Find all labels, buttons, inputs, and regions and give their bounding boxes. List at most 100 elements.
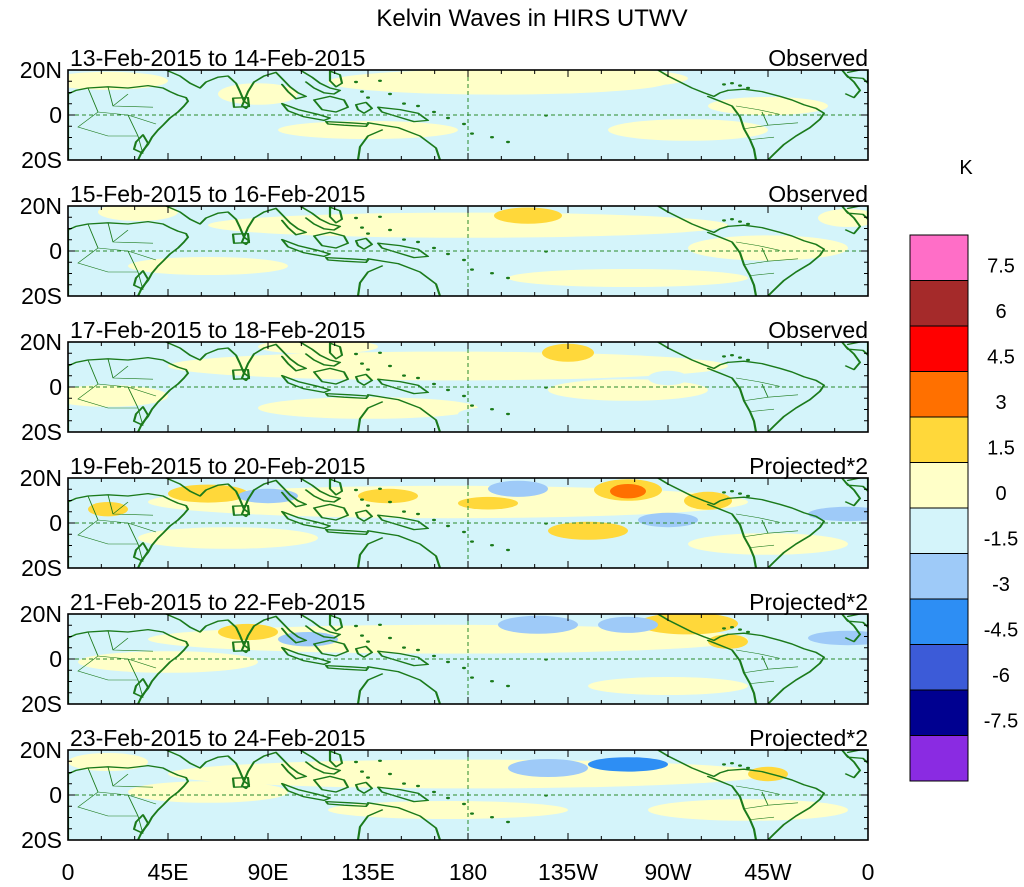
anomaly-contour <box>78 651 258 673</box>
figure-title: Kelvin Waves in HIRS UTWV <box>376 5 687 32</box>
x-tick-label: 135E <box>341 859 395 885</box>
colorbar-level-label: -6 <box>992 665 1010 687</box>
colorbar-unit-label: K <box>959 157 973 179</box>
x-tick-label: 45E <box>148 859 189 885</box>
anomaly-contour <box>508 759 588 777</box>
panel-6: 23-Feb-2015 to 24-Feb-2015 Projected*2 20N… <box>20 725 869 853</box>
colorbar-level-label: 4.5 <box>987 347 1015 369</box>
panel-ticks <box>67 749 869 841</box>
colorbar-level-label: 1.5 <box>987 438 1015 460</box>
colorbar-swatch <box>909 507 969 554</box>
panel-mode-label: Projected*2 <box>749 453 868 479</box>
y-tick-label: 20S <box>21 147 62 173</box>
anomaly-contour <box>218 623 278 641</box>
panel-date-range: 17-Feb-2015 to 18-Feb-2015 <box>70 317 365 343</box>
anomaly-contour <box>98 206 178 221</box>
y-tick-label: 20N <box>20 465 62 491</box>
y-tick-label: 20S <box>21 827 62 853</box>
panel-mode-label: Observed <box>768 317 868 343</box>
x-tick-label: 90W <box>644 859 692 885</box>
anomaly-contour <box>588 677 748 695</box>
x-tick-label: 90E <box>248 859 289 885</box>
anomaly-contour <box>498 615 578 634</box>
colorbar-swatch <box>909 234 969 281</box>
y-tick-label: 0 <box>49 782 62 808</box>
panel-mode-label: Projected*2 <box>749 589 868 615</box>
y-tick-label: 20S <box>21 419 62 445</box>
anomaly-contour <box>528 70 688 88</box>
anomaly-contour <box>88 502 128 517</box>
anomaly-contour <box>138 527 318 549</box>
x-axis: 0 45E 90E 135E 180 135W 90W 45W 0 <box>62 859 875 885</box>
anomaly-contour <box>128 257 288 275</box>
anomaly-contour <box>68 385 168 407</box>
panel-date-range: 21-Feb-2015 to 22-Feb-2015 <box>70 589 365 615</box>
colorbar-swatch <box>909 280 969 327</box>
anomaly-contour <box>542 343 594 362</box>
x-tick-label: 135W <box>538 859 598 885</box>
anomaly-contour <box>708 634 748 649</box>
panels: 13-Feb-2015 to 14-Feb-2015 Observed 20N 0 20… <box>20 45 869 853</box>
colorbar-level-label: 3 <box>995 392 1006 414</box>
panel-4: 19-Feb-2015 to 20-Feb-2015 Projected*2 20N… <box>20 453 869 581</box>
y-tick-label: 0 <box>49 102 62 128</box>
colorbar-swatch <box>909 735 969 782</box>
colorbar-level-label: 6 <box>995 301 1006 323</box>
anomaly-contour <box>258 342 378 354</box>
y-tick-label: 20N <box>20 329 62 355</box>
anomaly-contour <box>648 370 688 386</box>
panel-ticks <box>67 341 869 433</box>
panel-date-range: 19-Feb-2015 to 20-Feb-2015 <box>70 453 365 479</box>
panel-2: 15-Feb-2015 to 16-Feb-2015 Observed 20N 0 20… <box>20 181 869 309</box>
colorbar-swatch <box>909 644 969 691</box>
anomaly-contour <box>358 488 418 504</box>
anomaly-contour <box>548 379 708 401</box>
anomaly-contour <box>458 496 518 510</box>
anomaly-contour <box>508 269 748 287</box>
y-tick-label: 20N <box>20 193 62 219</box>
colorbar-swatch <box>909 416 969 463</box>
anomaly-contour <box>218 83 298 105</box>
anomaly-contour <box>610 484 646 499</box>
panel-3: 17-Feb-2015 to 18-Feb-2015 Observed 20N 0 20… <box>20 317 869 445</box>
anomaly-contour <box>458 406 538 422</box>
anomaly-contour <box>608 119 768 141</box>
y-tick-label: 20N <box>20 57 62 83</box>
anomaly-contour <box>808 506 868 522</box>
colorbar-level-label: -3 <box>992 574 1010 596</box>
anomaly-contour <box>588 757 668 772</box>
panel-ticks <box>67 69 869 161</box>
y-tick-label: 0 <box>49 646 62 672</box>
anomaly-contour <box>684 491 732 510</box>
anomaly-contour <box>708 97 828 115</box>
colorbar-level-label: 0 <box>995 483 1006 505</box>
colorbar-swatch <box>909 553 969 600</box>
panel-date-range: 13-Feb-2015 to 14-Feb-2015 <box>70 45 365 71</box>
x-tick-label: 45W <box>744 859 792 885</box>
anomaly-contour <box>278 121 458 139</box>
panel-1: 13-Feb-2015 to 14-Feb-2015 Observed 20N 0 20… <box>20 45 869 173</box>
anomaly-contour <box>638 512 698 528</box>
panel-ticks <box>67 477 869 569</box>
y-tick-label: 0 <box>49 374 62 400</box>
anomaly-contour <box>748 766 788 782</box>
colorbar-level-label: -7.5 <box>984 711 1018 733</box>
panel-mode-label: Observed <box>768 45 868 71</box>
x-tick-label: 0 <box>62 859 75 885</box>
panel-date-range: 15-Feb-2015 to 16-Feb-2015 <box>70 181 365 207</box>
colorbar-swatch <box>909 371 969 418</box>
x-tick-label: 0 <box>862 859 875 885</box>
x-tick-label: 180 <box>449 859 487 885</box>
anomaly-contour <box>168 351 728 381</box>
panel-date-range: 23-Feb-2015 to 24-Feb-2015 <box>70 725 365 751</box>
anomaly-contour <box>548 521 628 540</box>
y-tick-label: 0 <box>49 238 62 264</box>
colorbar-level-label: -1.5 <box>984 529 1018 551</box>
anomaly-contour <box>68 71 168 90</box>
anomaly-contour <box>494 207 562 224</box>
panel-ticks <box>67 613 869 705</box>
anomaly-contour <box>148 624 748 654</box>
anomaly-contour <box>488 480 548 497</box>
y-tick-label: 20N <box>20 601 62 627</box>
